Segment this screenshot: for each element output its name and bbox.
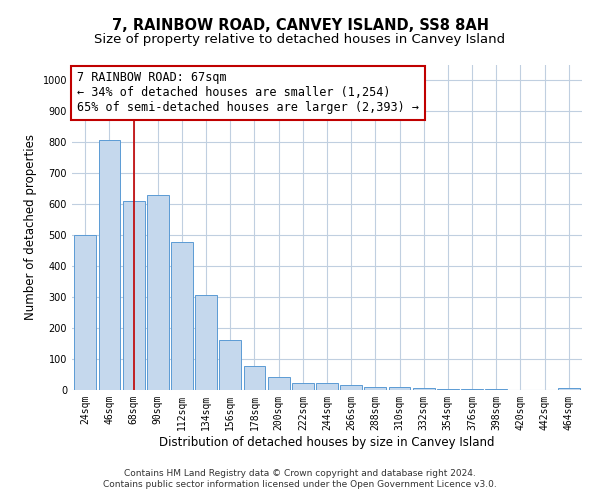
Bar — [171, 242, 193, 390]
Bar — [413, 388, 434, 390]
Text: Contains HM Land Registry data © Crown copyright and database right 2024.: Contains HM Land Registry data © Crown c… — [124, 468, 476, 477]
Bar — [244, 366, 265, 390]
Bar — [437, 389, 459, 390]
Bar — [292, 383, 314, 390]
Text: 7 RAINBOW ROAD: 67sqm
← 34% of detached houses are smaller (1,254)
65% of semi-d: 7 RAINBOW ROAD: 67sqm ← 34% of detached … — [77, 72, 419, 114]
Bar — [558, 388, 580, 390]
Bar — [123, 200, 145, 390]
Text: 7, RAINBOW ROAD, CANVEY ISLAND, SS8 8AH: 7, RAINBOW ROAD, CANVEY ISLAND, SS8 8AH — [112, 18, 488, 32]
Bar — [147, 195, 169, 390]
X-axis label: Distribution of detached houses by size in Canvey Island: Distribution of detached houses by size … — [159, 436, 495, 448]
Bar — [268, 376, 290, 390]
Bar — [220, 340, 241, 390]
Bar — [364, 387, 386, 390]
Bar — [316, 383, 338, 390]
Y-axis label: Number of detached properties: Number of detached properties — [24, 134, 37, 320]
Text: Size of property relative to detached houses in Canvey Island: Size of property relative to detached ho… — [94, 32, 506, 46]
Bar — [195, 295, 217, 390]
Bar — [340, 386, 362, 390]
Bar — [98, 140, 121, 390]
Bar — [74, 235, 96, 390]
Bar — [389, 387, 410, 390]
Text: Contains public sector information licensed under the Open Government Licence v3: Contains public sector information licen… — [103, 480, 497, 489]
Bar — [461, 389, 483, 390]
